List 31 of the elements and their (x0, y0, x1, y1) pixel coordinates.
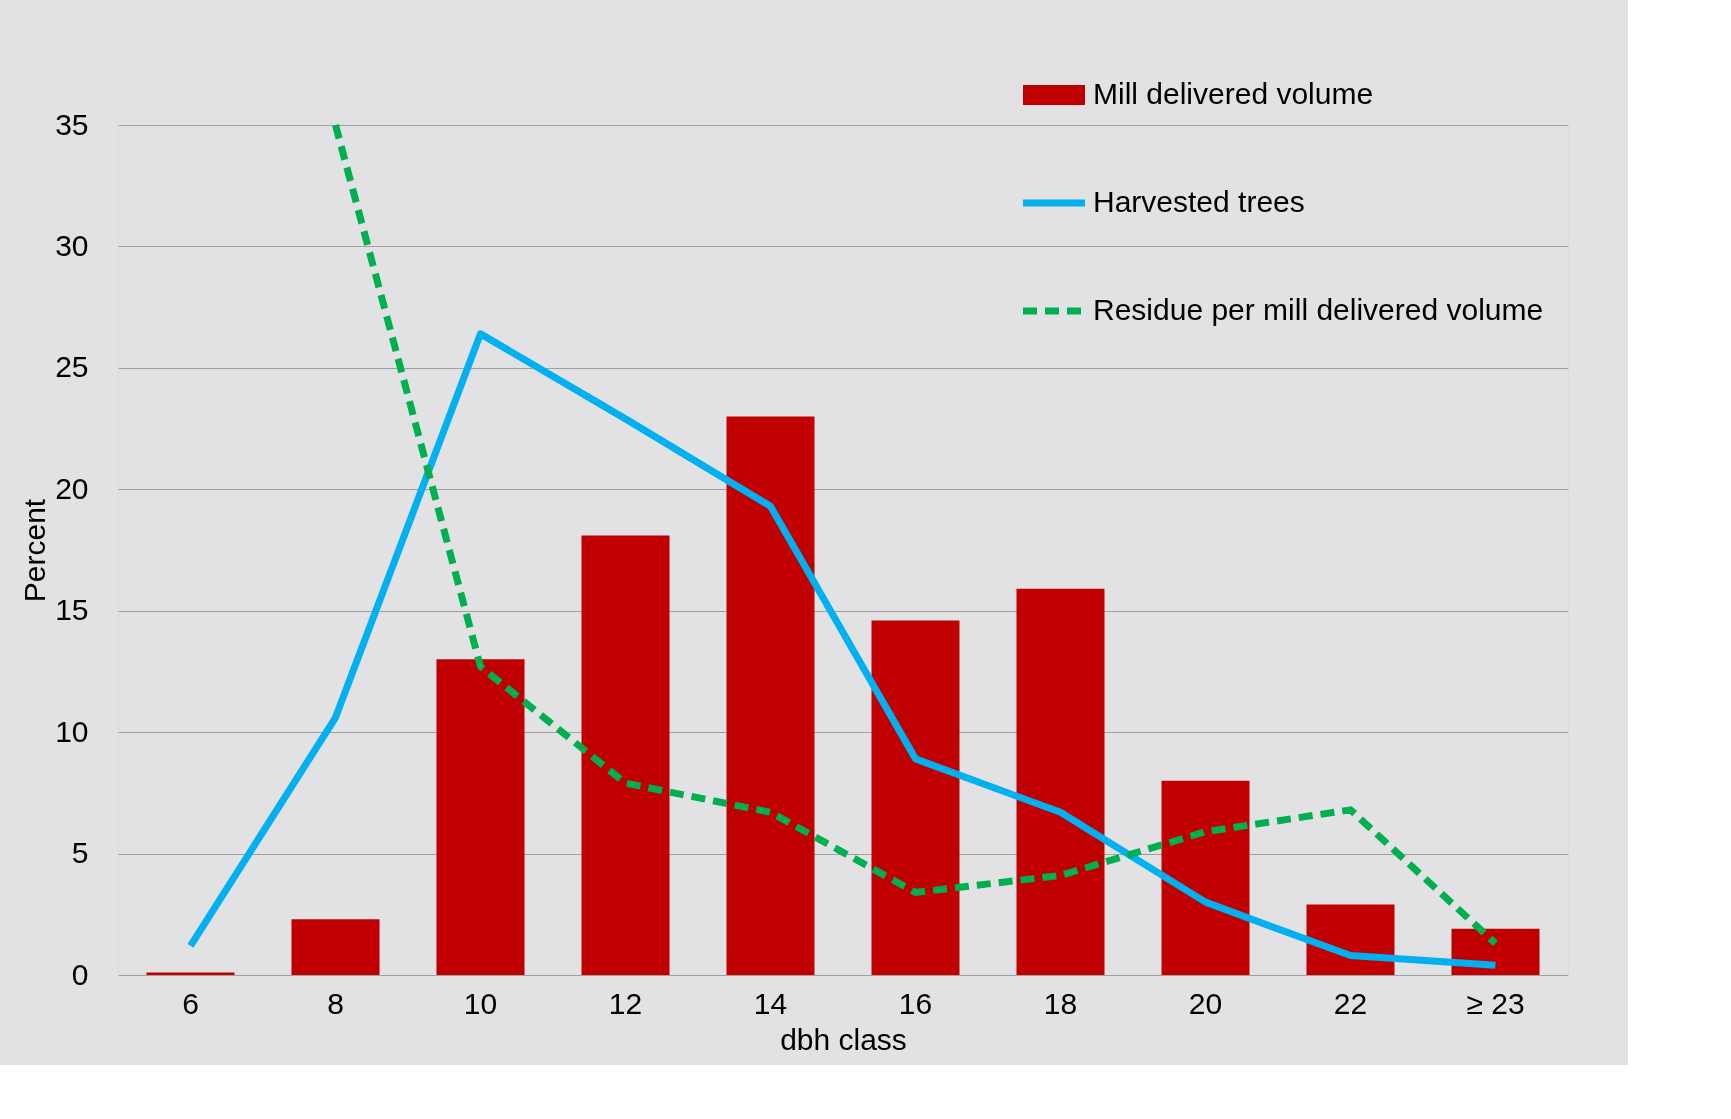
bar (1451, 928, 1540, 975)
y-tick-label: 35 (55, 107, 89, 141)
x-tick-label: 12 (608, 986, 643, 1020)
bar (436, 659, 525, 975)
x-tick-label: 22 (1333, 986, 1368, 1020)
y-tick-label: 10 (55, 714, 89, 748)
x-tick-label: ≥ 23 (1466, 986, 1525, 1020)
bar (1161, 780, 1250, 975)
y-tick-label: 30 (55, 228, 89, 262)
x-axis-title: dbh class (780, 1022, 907, 1056)
legend-label: Harvested trees (1093, 185, 1305, 218)
y-tick-label: 25 (55, 350, 89, 384)
legend-label: Mill delivered volume (1093, 77, 1374, 110)
x-tick-label: 16 (898, 986, 933, 1020)
x-tick-label: 18 (1043, 986, 1078, 1020)
bar (1016, 588, 1105, 975)
x-tick-label: 10 (463, 986, 498, 1020)
x-tick-label: 8 (327, 986, 344, 1020)
bar (726, 416, 815, 975)
bar (581, 535, 670, 975)
y-tick-label: 15 (55, 593, 89, 627)
x-tick-label: 20 (1188, 986, 1223, 1020)
y-tick-label: 20 (55, 471, 89, 505)
y-tick-label: 0 (71, 957, 89, 991)
legend-label: Residue per mill delivered volume (1093, 293, 1544, 326)
y-axis-title: Percent (18, 498, 52, 603)
bar (291, 919, 380, 975)
bar (871, 620, 960, 975)
x-tick-label: 6 (182, 986, 199, 1020)
x-tick-label: 14 (753, 986, 788, 1020)
y-tick-label: 5 (71, 836, 89, 870)
